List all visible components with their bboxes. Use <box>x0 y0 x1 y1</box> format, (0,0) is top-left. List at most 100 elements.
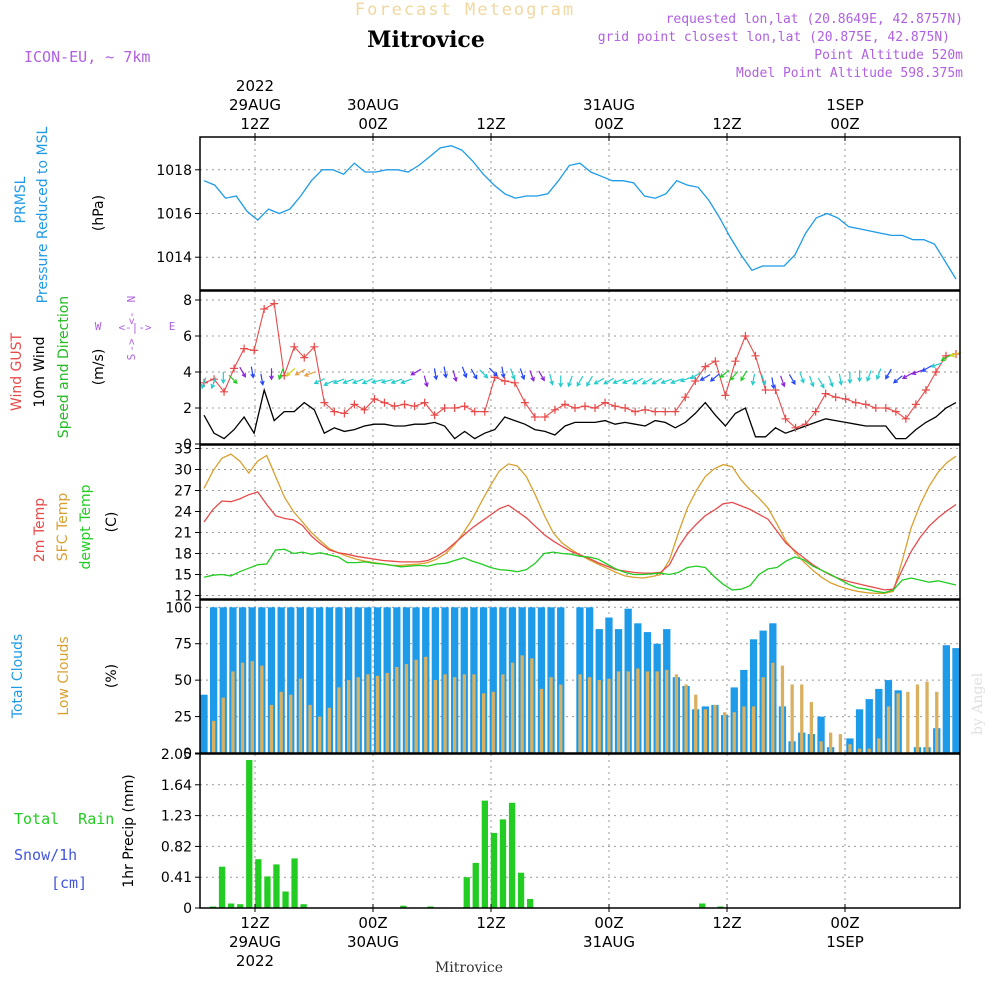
temperature-panel-labels: 2m Temp SFC Temp dewpt Temp (C) <box>32 484 120 569</box>
temp-label-2m: 2m Temp <box>32 498 48 562</box>
gust-marker <box>340 409 349 418</box>
bottom-time-label: 31AUG <box>583 933 635 951</box>
temp-2m-line <box>203 491 957 591</box>
low-cloud-bar <box>915 684 920 753</box>
low-cloud-bar <box>212 720 216 753</box>
y-tick-label: 33 <box>174 442 192 458</box>
wind-10m-line <box>203 387 957 440</box>
wind-direction-arrow <box>250 366 255 379</box>
wind-direction-arrow <box>670 378 682 385</box>
wind-direction-arrow <box>632 377 643 385</box>
location-title: Mitrovice <box>367 27 485 53</box>
low-cloud-bar <box>723 712 727 753</box>
gust-marker <box>430 411 439 420</box>
low-cloud-bar <box>482 693 486 753</box>
wind-direction-arrow <box>780 375 786 388</box>
gust-marker <box>921 386 930 394</box>
low-cloud-bar <box>886 706 891 753</box>
wind-direction-arrow <box>332 378 345 385</box>
requested-coords: requested lon,lat (20.8649E, 42.8757N) <box>666 12 963 27</box>
low-cloud-bar <box>877 738 881 753</box>
gust-marker <box>641 405 650 414</box>
bottom-time-label: 1SEP <box>826 933 864 951</box>
gust-marker <box>310 342 319 351</box>
wind-direction-arrow <box>612 378 624 385</box>
rain-bar <box>228 903 235 908</box>
total-cloud-bar <box>479 607 488 753</box>
gust-marker <box>721 391 730 400</box>
model-label: ICON-EU, ~ 7km <box>24 48 150 66</box>
y-tick-label: 2.05 <box>161 747 192 763</box>
compass-icon: N <- W <-|-> E -> S <box>95 296 176 361</box>
sfc-temp-line <box>203 453 957 595</box>
gust-marker <box>591 404 600 412</box>
low-cloud-bar <box>655 671 659 753</box>
gust-marker <box>741 332 750 340</box>
model-altitude: Model Point Altitude 598.375m <box>736 66 963 81</box>
gust-marker <box>350 400 359 409</box>
gust-marker <box>300 353 309 362</box>
panel-frame-clouds <box>199 599 961 754</box>
total-cloud-bar <box>942 645 950 753</box>
wind-direction-arrow <box>461 366 468 379</box>
low-cloud-bar <box>935 691 939 753</box>
y-tick-label: 1014 <box>156 250 192 266</box>
top-time-label: 00Z <box>830 115 859 133</box>
gust-marker <box>370 395 379 403</box>
wind-direction-arrow <box>641 377 653 385</box>
svg-text:N: N <box>125 296 138 303</box>
rain-bar <box>517 872 525 908</box>
bottom-time-label: 12Z <box>712 914 741 932</box>
wind-direction-arrow <box>342 378 355 385</box>
gust-marker <box>781 414 790 423</box>
wind-direction-arrow <box>857 370 863 383</box>
gust-marker <box>240 344 249 353</box>
gust-marker <box>450 404 459 412</box>
wind-direction-arrow <box>549 373 554 386</box>
gust-marker <box>230 364 239 373</box>
low-cloud-bar <box>462 674 466 753</box>
gust-marker <box>550 405 559 414</box>
low-cloud-bar <box>289 694 293 753</box>
low-cloud-bar <box>578 674 582 753</box>
low-cloud-bar <box>240 662 245 753</box>
wind-direction-arrow <box>911 369 923 376</box>
low-cloud-bar <box>221 697 225 753</box>
pressure-unit: (hPa) <box>91 195 107 231</box>
wind-direction-arrow <box>488 367 498 377</box>
wind-direction-arrow <box>689 372 701 380</box>
y-tick-label: 0 <box>183 901 192 917</box>
svg-text:<-|->: <-|-> <box>118 321 151 334</box>
wind-direction-arrow <box>567 375 573 388</box>
precip-panel-labels: Total Rain Snow/1h [cm] 1hr Precip (mm) <box>14 774 137 892</box>
low-cloud-bar <box>395 667 399 753</box>
top-time-label: 12Z <box>240 115 269 133</box>
low-cloud-bar <box>771 662 775 753</box>
wind-direction-arrow <box>470 368 478 380</box>
wind-direction-arrow <box>621 378 634 385</box>
rain-bar <box>472 862 479 908</box>
low-cloud-bar <box>616 671 621 753</box>
rain-bar <box>273 864 280 908</box>
gust-marker <box>661 407 670 416</box>
top-time-label: 31AUG <box>583 96 635 114</box>
gust-marker <box>681 393 690 402</box>
wind-direction-arrow <box>228 374 238 384</box>
low-cloud-bar <box>645 671 650 753</box>
low-cloud-bar <box>375 675 380 753</box>
top-time-label: 2022 <box>236 77 274 95</box>
gust-marker <box>460 402 469 411</box>
wind-direction-arrow <box>303 371 316 377</box>
gust-marker <box>851 398 860 407</box>
y-tick-label: 1.64 <box>161 778 192 794</box>
footer-location: Mitrovice <box>435 960 503 976</box>
gust-marker <box>581 402 590 411</box>
gust-marker <box>601 398 610 407</box>
top-time-label: 00Z <box>358 115 387 133</box>
top-time-label: 12Z <box>476 115 505 133</box>
low-cloud-bar <box>732 712 736 753</box>
wind-direction-arrow <box>443 366 448 379</box>
wind-direction-arrow <box>679 376 692 383</box>
y-tick-label: 12 <box>174 589 192 605</box>
